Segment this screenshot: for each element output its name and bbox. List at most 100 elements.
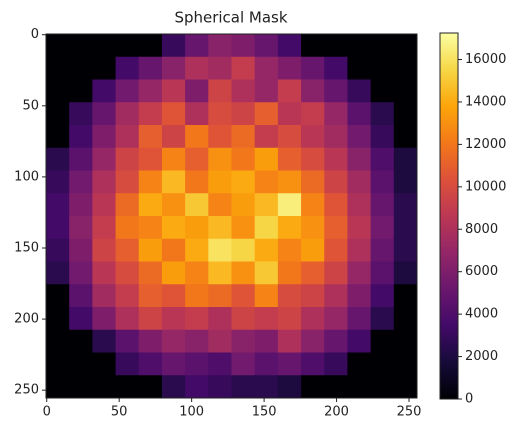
heatmap-cell [347, 34, 372, 58]
heatmap-cell [231, 261, 256, 285]
heatmap-cell [185, 261, 209, 285]
heatmap-cell [161, 307, 186, 331]
colorbar-tick-label: 2000 [465, 349, 498, 364]
heatmap-cell [69, 216, 93, 240]
heatmap-cell [69, 261, 93, 285]
heatmap-cell [301, 307, 325, 331]
heatmap-cell [370, 125, 395, 149]
heatmap-cell [393, 34, 418, 58]
heatmap-cell [277, 170, 302, 194]
heatmap-cell [347, 56, 372, 80]
heatmap-cell [138, 284, 163, 308]
heatmap-cell [208, 170, 232, 194]
heatmap-cell [231, 170, 256, 194]
heatmap-cell [254, 307, 279, 331]
heatmap-cell [185, 284, 209, 308]
heatmap-cell [231, 352, 256, 376]
heatmap-cell [393, 352, 418, 376]
heatmap-cell [254, 375, 279, 399]
heatmap-cell [277, 56, 302, 80]
heatmap-cell [301, 79, 325, 103]
heatmap-cell [185, 352, 209, 376]
heatmap-cell [92, 34, 117, 58]
heatmap-cell [208, 79, 232, 103]
heatmap-cell [301, 193, 325, 217]
heatmap-cell [69, 352, 93, 376]
heatmap-cell [69, 56, 93, 80]
heatmap-cell [115, 352, 140, 376]
heatmap-cell [92, 193, 117, 217]
heatmap-cell [161, 284, 186, 308]
y-tick-label: 250 [14, 383, 39, 398]
heatmap-cell [46, 284, 70, 308]
heatmap-cell [185, 375, 209, 399]
heatmap-cell [254, 102, 279, 126]
heatmap-cell [254, 193, 279, 217]
heatmap-cell [370, 216, 395, 240]
heatmap-cell [115, 34, 140, 58]
y-tick-label: 150 [14, 240, 39, 255]
heatmap-cell [92, 352, 117, 376]
heatmap-cell [301, 170, 325, 194]
heatmap-cell [138, 216, 163, 240]
heatmap-cell [115, 216, 140, 240]
heatmap-cell [46, 375, 70, 399]
heatmap-cell [347, 261, 372, 285]
heatmap-cell [370, 56, 395, 80]
heatmap-cell [138, 170, 163, 194]
heatmap-cell [324, 193, 348, 217]
heatmap-cell [277, 34, 302, 58]
heatmap-cell [46, 238, 70, 262]
heatmap-cell [69, 34, 93, 58]
colorbar-tick-label: 14000 [465, 94, 506, 109]
heatmap-cell [277, 79, 302, 103]
heatmap-cell [370, 307, 395, 331]
heatmap-cell [161, 125, 186, 149]
heatmap-cell [46, 352, 70, 376]
heatmap-cell [161, 375, 186, 399]
heatmap-cell [92, 307, 117, 331]
heatmap-cell [92, 284, 117, 308]
heatmap-cell [69, 125, 93, 149]
heatmap-cell [115, 79, 140, 103]
heatmap-cell [231, 125, 256, 149]
heatmap-cell [46, 125, 70, 149]
heatmap-cell [277, 284, 302, 308]
heatmap-cell [347, 79, 372, 103]
heatmap-cell [115, 170, 140, 194]
heatmap-cell [46, 261, 70, 285]
heatmap-cell [301, 375, 325, 399]
heatmap-cell [370, 79, 395, 103]
heatmap-cell [208, 375, 232, 399]
heatmap-cell [393, 261, 418, 285]
x-tick-label: 250 [397, 405, 422, 420]
heatmap-cell [231, 238, 256, 262]
y-tick-label: 200 [14, 312, 39, 327]
heatmap-cell [115, 102, 140, 126]
heatmap-cell [161, 216, 186, 240]
heatmap-cell [393, 193, 418, 217]
heatmap-cell [138, 102, 163, 126]
heatmap-cell [92, 125, 117, 149]
heatmap-cell [370, 102, 395, 126]
heatmap-cell [370, 375, 395, 399]
heatmap-cell [393, 56, 418, 80]
heatmap-cell [277, 375, 302, 399]
heatmap-cell [347, 329, 372, 353]
heatmap-cell [161, 34, 186, 58]
heatmap-cell [370, 261, 395, 285]
heatmap-cell [92, 102, 117, 126]
heatmap-cell [277, 125, 302, 149]
heatmap-cell [347, 216, 372, 240]
heatmap-cell [138, 238, 163, 262]
heatmap-cell [231, 307, 256, 331]
heatmap-cell [69, 284, 93, 308]
heatmap-cell [46, 102, 70, 126]
heatmap-cell [254, 56, 279, 80]
heatmap-cell [347, 125, 372, 149]
heatmap-cell [46, 193, 70, 217]
heatmap-cell [393, 79, 418, 103]
heatmap-cell [185, 102, 209, 126]
heatmap-cell [301, 147, 325, 171]
x-tick-label: 100 [179, 405, 204, 420]
